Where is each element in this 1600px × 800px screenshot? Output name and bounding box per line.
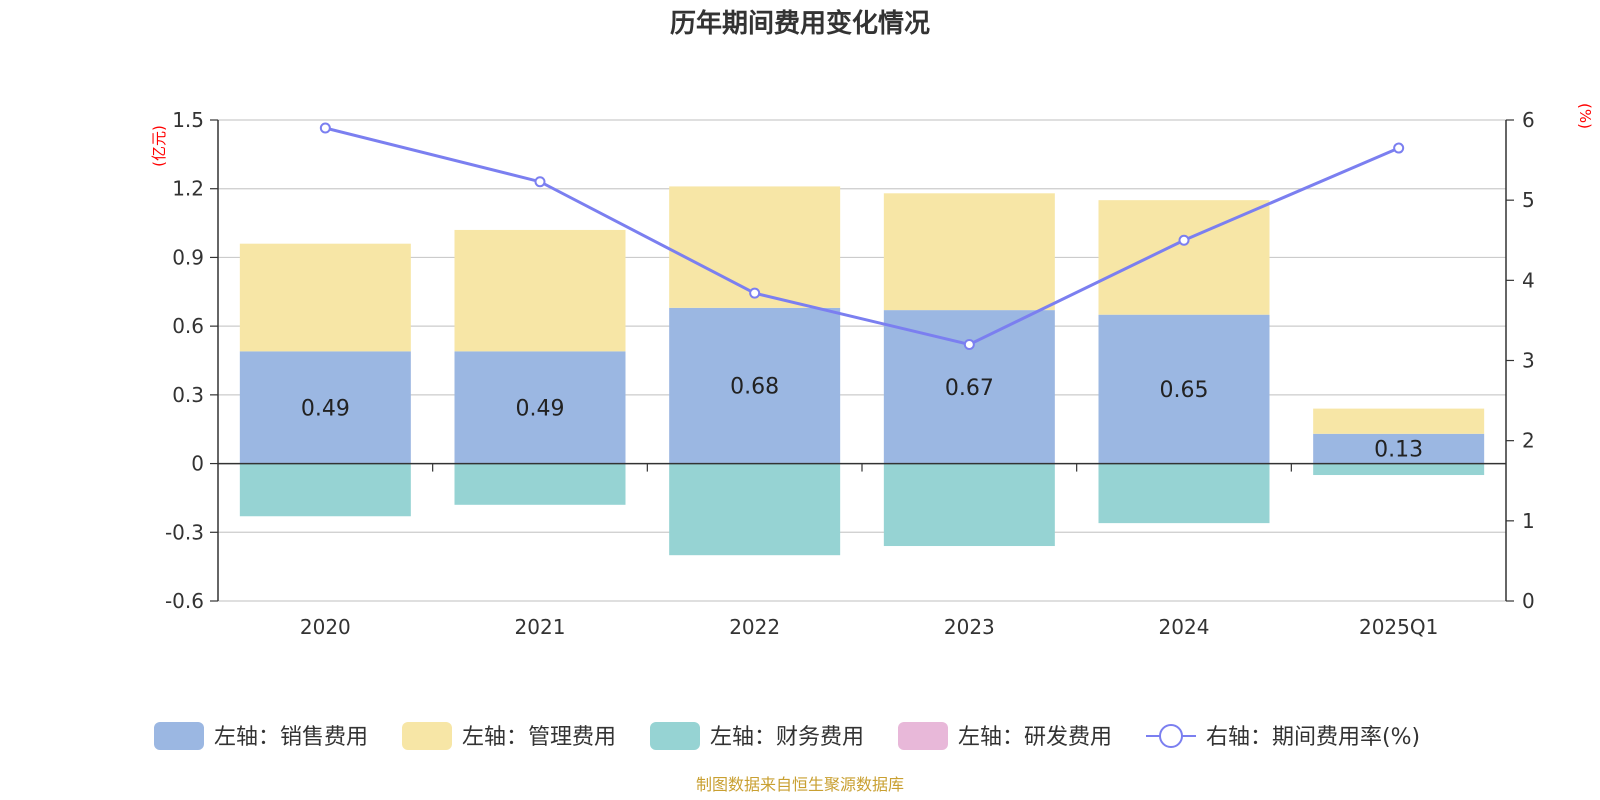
legend-label: 左轴：销售费用 [214,725,368,750]
legend-label: 左轴：财务费用 [710,725,864,750]
right-axis-unit: (%) [1576,103,1594,129]
legend-swatch [154,722,204,750]
legend-line-marker [1159,724,1183,748]
data-labels: 0.49 0.49 0.68 0.67 0.65 0.13 [301,375,1423,463]
right-axis-tick-label: 1 [1522,509,1535,533]
right-axis-tick-label: 3 [1522,349,1535,373]
bar-data-label: 0.65 [1160,378,1209,403]
left-axis-tick-label: 1.2 [172,177,204,201]
x-axis-tick-label: 2022 [729,615,780,639]
right-axis-tick-label: 5 [1522,188,1535,212]
bar [239,351,411,464]
source-note: 制图数据来自恒生聚源数据库 [696,775,904,794]
left-axis-tick-label: -0.6 [165,589,204,613]
bar-data-label: 0.67 [945,376,994,401]
grid-lines [218,119,1506,602]
bar [1098,200,1270,315]
x-axis-tick-label: 2024 [1159,615,1210,639]
bar [669,186,841,308]
bar-data-label: 0.49 [516,396,565,421]
right-axis-tick-label: 4 [1522,268,1535,292]
bar [239,243,411,352]
line-point [963,338,975,350]
line-point [534,176,546,188]
bar-data-label: 0.68 [730,375,779,400]
line-point [1178,234,1190,246]
x-axis-tick-label: 2025Q1 [1359,615,1438,639]
x-axis-tick-label: 2020 [300,615,351,639]
bar [454,229,626,352]
legend-swatch [402,722,452,750]
bar [1098,463,1270,524]
right-axis-tick-label: 0 [1522,589,1535,613]
bar [454,463,626,505]
bar [1313,433,1485,464]
expense-rate-line [324,126,1400,347]
x-axis-tick-label: 2021 [515,615,566,639]
legend-label: 右轴：期间费用率(%) [1206,725,1420,750]
legend-swatch [650,722,700,750]
bar [1313,463,1485,476]
bar [883,310,1055,464]
left-axis-tick-label: 0.9 [172,245,204,269]
legend-swatch [898,722,948,750]
line-point [319,122,331,134]
line-series [319,122,1405,350]
bar [1313,408,1485,434]
legend: 左轴：销售费用 左轴：管理费用 左轴：财务费用 左轴：研发费用 右轴：期间费用率(%) [154,722,1420,750]
bar [883,193,1055,311]
bar [669,307,841,464]
bar [669,463,841,556]
legend-label: 左轴：管理费用 [462,725,616,750]
bar [883,463,1055,547]
bar [454,351,626,464]
bar-series [239,186,1485,556]
bar-data-label: 0.13 [1374,438,1423,463]
left-axis-tick-label: 1.5 [172,108,204,132]
bar [239,463,411,517]
left-axis-tick-label: -0.3 [165,520,204,544]
left-axis-tick-label: 0.3 [172,383,204,407]
left-axis-tick-label: 0 [191,452,204,476]
legend-label: 左轴：研发费用 [958,725,1112,750]
right-axis-tick-label: 2 [1522,429,1535,453]
left-axis-unit: (亿元) [150,125,168,167]
left-axis-tick-label: 0.6 [172,314,204,338]
x-axis-tick-label: 2023 [944,615,995,639]
bar-data-label: 0.49 [301,396,350,421]
right-axis-tick-label: 6 [1522,108,1535,132]
bar [1098,314,1270,464]
axes: -0.6 -0.3 0 0.3 0.6 0.9 1.2 1.5 0 1 2 3 4 5 6 2020 2021 2… [165,108,1535,639]
chart-title: 历年期间费用变化情况 [670,8,930,39]
line-point [749,287,761,299]
line-point [1393,142,1405,154]
